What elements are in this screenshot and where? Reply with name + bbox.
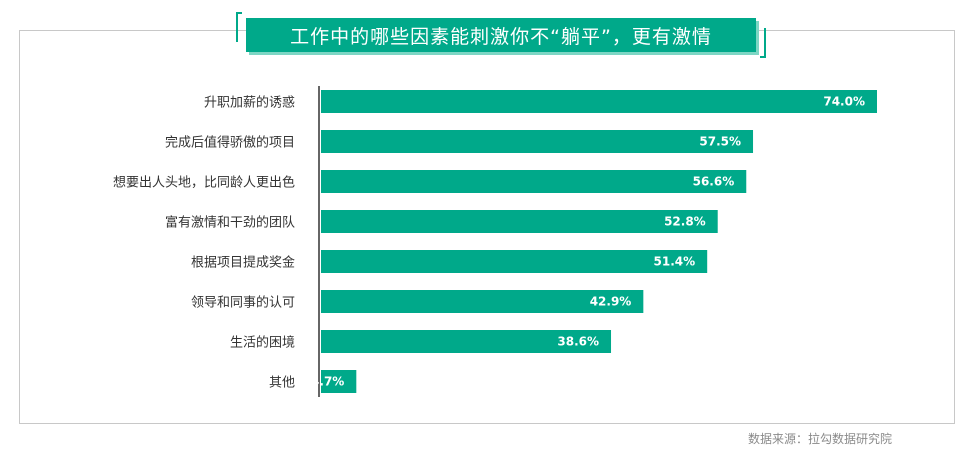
data-source: 数据来源：拉勾数据研究院 xyxy=(747,432,892,446)
category-label: 完成后值得骄傲的项目 xyxy=(165,135,295,151)
bar xyxy=(321,170,747,193)
category-label: 升职加薪的诱惑 xyxy=(204,95,295,111)
category-label: 根据项目提成奖金 xyxy=(191,255,295,271)
title-bracket-left xyxy=(236,12,242,42)
data-label: 51.4% xyxy=(654,255,696,269)
data-label: 52.8% xyxy=(664,215,706,229)
bar xyxy=(321,290,644,313)
bar xyxy=(321,250,708,273)
data-label: 38.6% xyxy=(557,335,599,349)
bar xyxy=(321,330,612,353)
category-label: 其他 xyxy=(269,376,295,391)
bar xyxy=(321,370,357,393)
bar xyxy=(321,130,754,153)
title-bracket-right xyxy=(760,28,766,58)
title-banner: 工作中的哪些因素能刺激你不“躺平”，更有激情 xyxy=(236,12,766,58)
category-label: 富有激情和干劲的团队 xyxy=(165,215,295,231)
data-label: 57.5% xyxy=(699,135,741,149)
category-label: 生活的困境 xyxy=(230,335,295,351)
category-label: 想要出人头地，比同龄人更出色 xyxy=(113,175,295,191)
data-label: 42.9% xyxy=(590,295,632,309)
bar xyxy=(321,210,718,233)
data-label: 74.0% xyxy=(823,95,865,109)
chart-title: 工作中的哪些因素能刺激你不“躺平”，更有激情 xyxy=(246,18,756,52)
data-label: 56.6% xyxy=(693,175,735,189)
bar xyxy=(321,90,877,113)
category-label: 领导和同事的认可 xyxy=(191,295,295,311)
data-label: 4.7% xyxy=(311,375,344,389)
